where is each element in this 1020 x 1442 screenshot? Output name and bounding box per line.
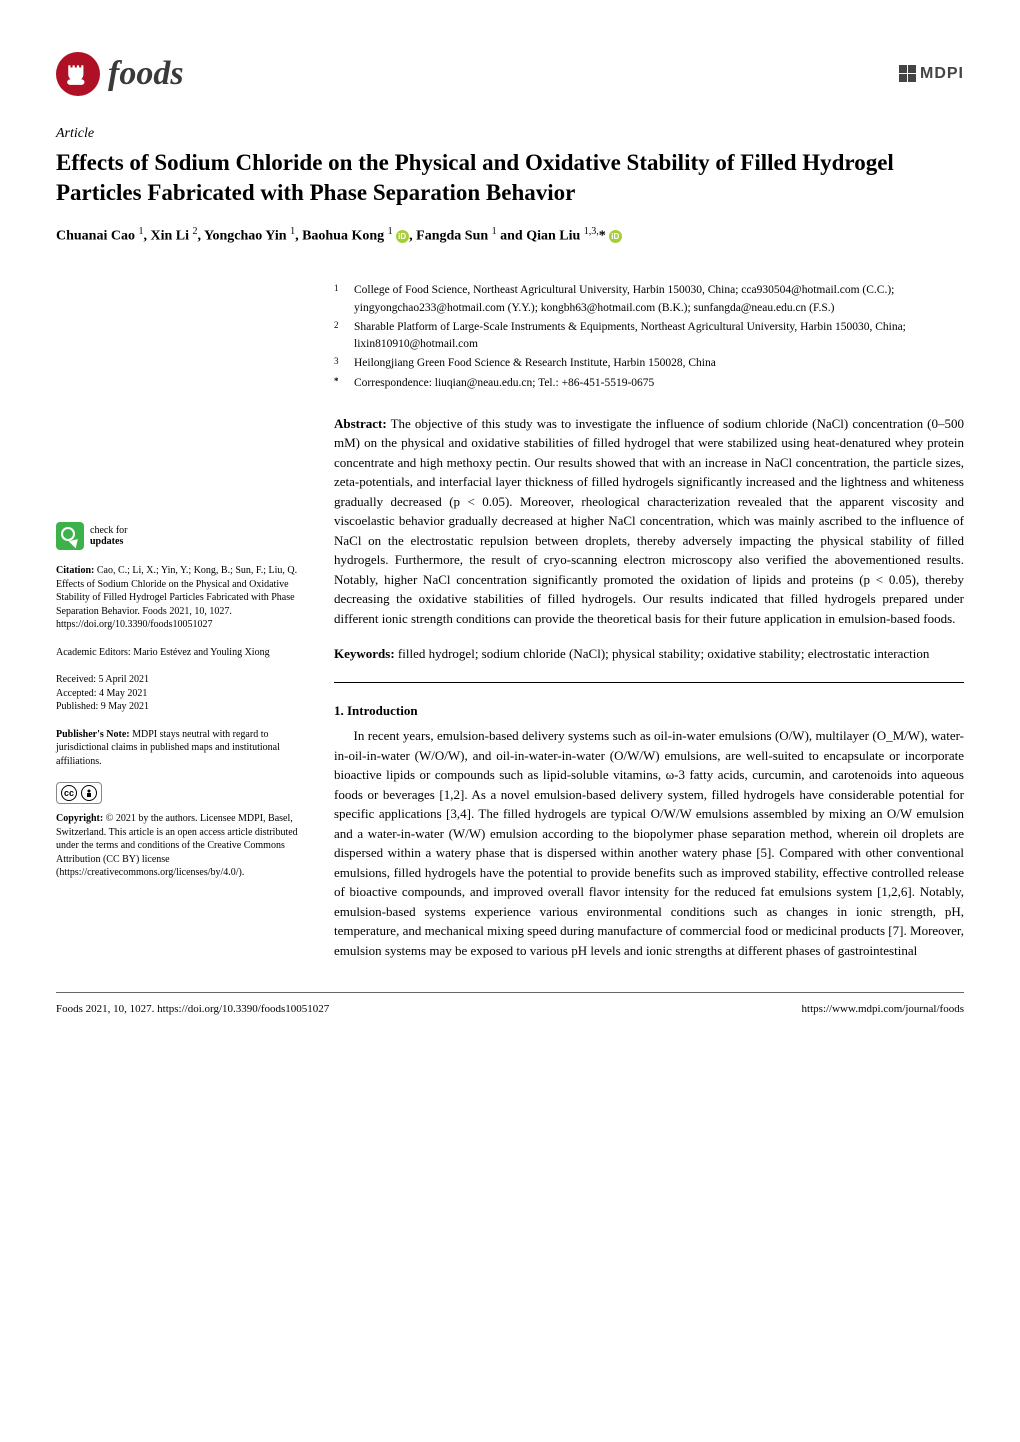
publisher-name: MDPI (920, 62, 964, 86)
abstract-label: Abstract: (334, 416, 387, 431)
abstract-text: The objective of this study was to inves… (334, 416, 964, 626)
keywords-text: filled hydrogel; sodium chloride (NaCl);… (398, 646, 929, 661)
publisher-note-block: Publisher's Note: MDPI stays neutral wit… (56, 728, 306, 769)
editors-label: Academic Editors: (56, 647, 131, 658)
foods-icon (56, 52, 100, 96)
introduction-text: In recent years, emulsion-based delivery… (334, 726, 964, 960)
pubnote-label: Publisher's Note: (56, 729, 130, 740)
header-row: foods MDPI (56, 48, 964, 99)
dates-block: Received: 5 April 2021 Accepted: 4 May 2… (56, 673, 306, 714)
editors-text: Mario Estévez and Youling Xiong (133, 647, 269, 658)
intro-para: In recent years, emulsion-based delivery… (334, 726, 964, 960)
check-updates-icon (56, 522, 84, 550)
citation-block: Citation: Cao, C.; Li, X.; Yin, Y.; Kong… (56, 564, 306, 632)
article-type: Article (56, 123, 964, 144)
mdpi-icon (899, 65, 916, 82)
affil-num: 2 (334, 319, 346, 354)
check-updates-l1: check for (90, 525, 127, 536)
copyright-block: Copyright: © 2021 by the authors. Licens… (56, 812, 306, 880)
published-date: Published: 9 May 2021 (56, 700, 306, 714)
divider (334, 682, 964, 683)
affil-text: College of Food Science, Northeast Agric… (354, 282, 964, 317)
abstract: Abstract: The objective of this study wa… (334, 414, 964, 629)
main-column: 1College of Food Science, Northeast Agri… (334, 282, 964, 960)
citation-label: Citation: (56, 565, 94, 576)
cc-license-badge: cc (56, 782, 306, 804)
cc-icon: cc (61, 785, 77, 801)
affil-text: Heilongjiang Green Food Science & Resear… (354, 355, 716, 372)
affil-text: Sharable Platform of Large-Scale Instrum… (354, 319, 964, 354)
journal-name: foods (108, 48, 184, 99)
orcid-icon (609, 230, 622, 243)
by-icon (81, 785, 97, 801)
orcid-icon (396, 230, 409, 243)
footer-left: Foods 2021, 10, 1027. https://doi.org/10… (56, 1001, 329, 1018)
editors-block: Academic Editors: Mario Estévez and Youl… (56, 646, 306, 660)
affil-num: 1 (334, 282, 346, 317)
publisher-logo: MDPI (899, 62, 964, 86)
received-date: Received: 5 April 2021 (56, 673, 306, 687)
journal-logo: foods (56, 48, 184, 99)
keywords-label: Keywords: (334, 646, 395, 661)
authors: Chuanai Cao 1, Xin Li 2, Yongchao Yin 1,… (56, 224, 964, 247)
accepted-date: Accepted: 4 May 2021 (56, 687, 306, 701)
footer: Foods 2021, 10, 1027. https://doi.org/10… (56, 992, 964, 1018)
check-updates-badge[interactable]: check for updates (56, 522, 306, 550)
section-heading: 1. Introduction (334, 701, 964, 721)
keywords: Keywords: filled hydrogel; sodium chlori… (334, 644, 964, 664)
affil-text: Correspondence: liuqian@neau.edu.cn; Tel… (354, 375, 654, 392)
sidebar: check for updates Citation: Cao, C.; Li,… (56, 282, 306, 960)
article-title: Effects of Sodium Chloride on the Physic… (56, 148, 964, 208)
affil-num: * (334, 375, 346, 392)
check-updates-l2: updates (90, 536, 127, 547)
footer-right: https://www.mdpi.com/journal/foods (802, 1001, 964, 1018)
affil-num: 3 (334, 355, 346, 372)
copyright-label: Copyright: (56, 813, 103, 824)
affiliations: 1College of Food Science, Northeast Agri… (334, 282, 964, 392)
